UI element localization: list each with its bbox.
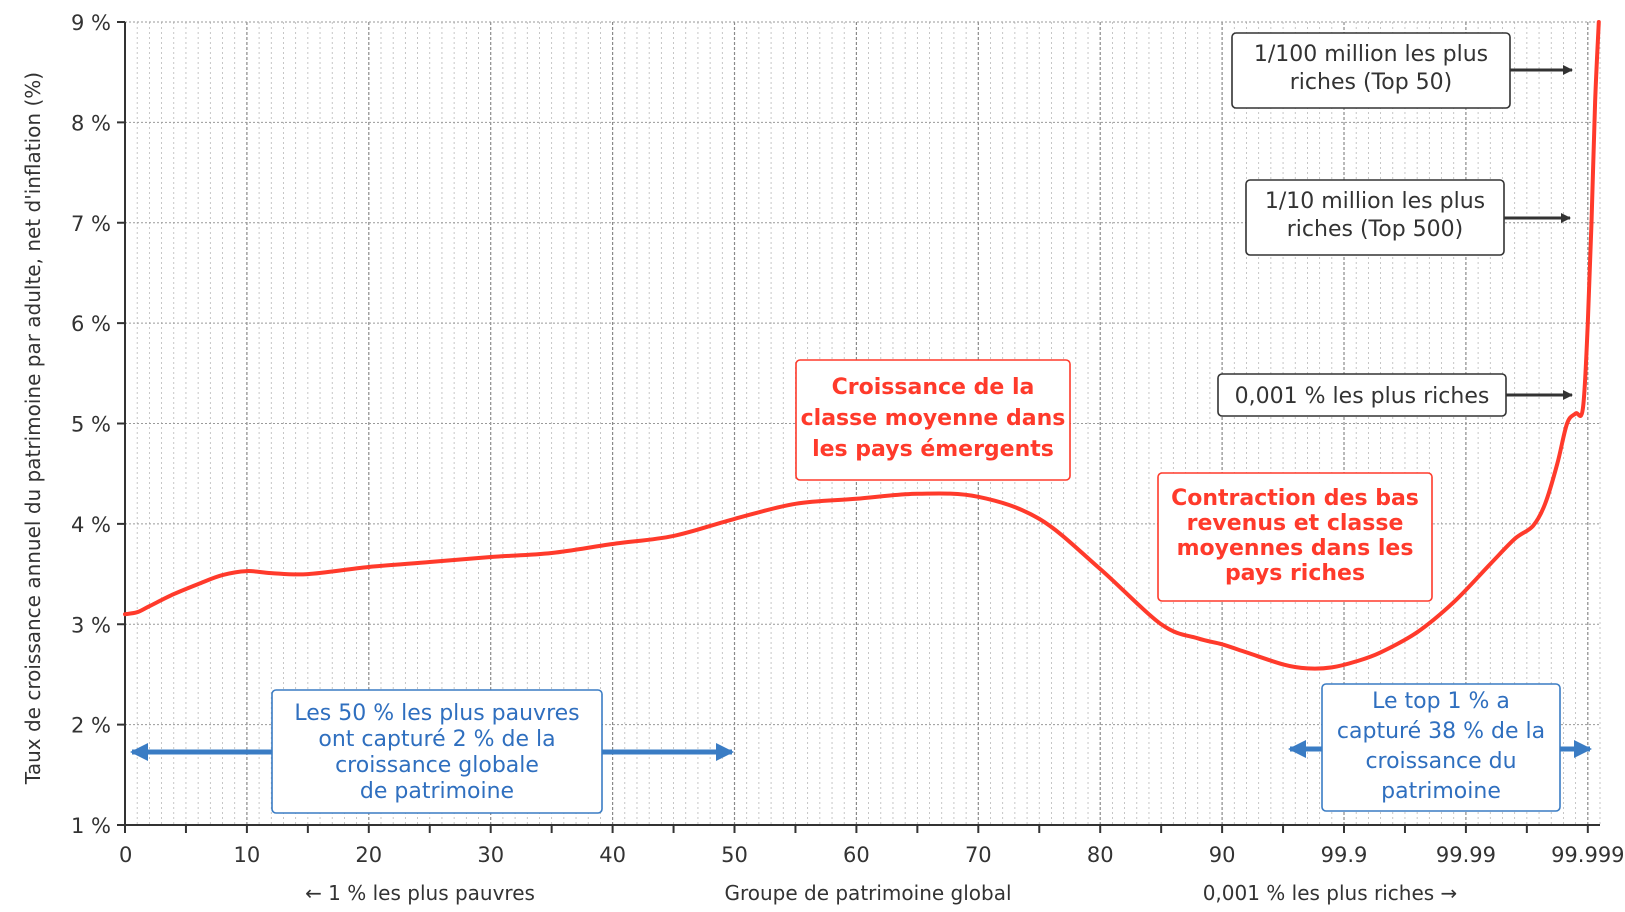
y-tick-label: 3 % [71, 613, 111, 637]
annotation-top001: 0,001 % les plus riches [1217, 373, 1573, 417]
annotation-contraction: Contraction des bas revenus et classe mo… [1157, 472, 1433, 602]
svg-text:Le top 1 % a: Le top 1 % a [1372, 689, 1510, 714]
svg-text:les pays émergents: les pays émergents [812, 437, 1054, 462]
svg-text:croissance globale: croissance globale [335, 753, 539, 778]
svg-text:riches (Top 500): riches (Top 500) [1287, 217, 1463, 242]
x-tick-label: 40 [599, 843, 626, 867]
x-tick-label: 10 [234, 843, 261, 867]
annotation-top500: 1/10 million les plus riches (Top 500) [1245, 179, 1571, 256]
svg-text:classe moyenne dans: classe moyenne dans [801, 406, 1066, 431]
x-tick-label: 99.9 [1321, 843, 1368, 867]
x-tick-label: 0 [119, 843, 132, 867]
svg-text:moyennes dans les: moyennes dans les [1177, 536, 1414, 561]
y-tick-label: 4 % [71, 513, 111, 537]
svg-text:Les 50 % les plus pauvres: Les 50 % les plus pauvres [294, 701, 579, 726]
y-tick-label: 1 % [71, 814, 111, 838]
svg-text:0,001 % les plus riches: 0,001 % les plus riches [1235, 384, 1490, 409]
annotation-poorest50: Les 50 % les plus pauvres ont capturé 2 … [130, 689, 734, 814]
y-axis-label: Taux de croissance annuel du patrimoine … [21, 72, 45, 785]
svg-text:croissance du: croissance du [1365, 749, 1516, 774]
svg-text:pays riches: pays riches [1225, 561, 1365, 586]
x-tick-label: 70 [965, 843, 992, 867]
x-axis-ticks: 0 10 20 30 40 50 60 70 80 90 99.9 99.99 99.999 [119, 825, 1625, 867]
x-tick-label: 50 [721, 843, 748, 867]
x-tick-label: 20 [355, 843, 382, 867]
series-line-growth [123, 20, 1601, 671]
svg-text:patrimoine: patrimoine [1381, 779, 1501, 804]
y-tick-label: 7 % [71, 212, 111, 236]
svg-text:ont capturé 2 % de la: ont capturé 2 % de la [318, 727, 555, 752]
svg-text:Croissance de la: Croissance de la [832, 375, 1035, 400]
annotation-top1: Le top 1 % a capturé 38 % de la croissan… [1288, 683, 1592, 812]
svg-text:1/100 million les plus: 1/100 million les plus [1254, 42, 1488, 67]
svg-text:revenus et classe: revenus et classe [1187, 511, 1404, 536]
x-tick-label: 99.999 [1551, 843, 1624, 867]
svg-text:Contraction des bas: Contraction des bas [1171, 486, 1419, 511]
x-tick-label: 90 [1209, 843, 1236, 867]
y-tick-label: 5 % [71, 413, 111, 437]
x-tick-label: 99.99 [1436, 843, 1496, 867]
y-tick-label: 6 % [71, 312, 111, 336]
x-axis-label-right: 0,001 % les plus riches → [1203, 881, 1458, 905]
svg-text:riches (Top 50): riches (Top 50) [1290, 70, 1452, 95]
y-tick-label: 9 % [71, 11, 111, 35]
annotation-emergents: Croissance de la classe moyenne dans les… [795, 359, 1071, 481]
svg-text:1/10 million les plus: 1/10 million les plus [1265, 189, 1485, 214]
y-axis-ticks: 1 % 2 % 3 % 4 % 5 % 6 % 7 % 8 % 9 % [71, 11, 125, 838]
svg-text:capturé 38 % de la: capturé 38 % de la [1337, 719, 1545, 744]
x-tick-label: 80 [1087, 843, 1114, 867]
y-tick-label: 8 % [71, 111, 111, 135]
x-axis-label: Groupe de patrimoine global [724, 881, 1011, 905]
svg-text:de patrimoine: de patrimoine [360, 779, 514, 804]
annotation-top50: 1/100 million les plus riches (Top 50) [1231, 32, 1573, 109]
x-tick-label: 30 [477, 843, 504, 867]
x-tick-label: 60 [843, 843, 870, 867]
x-axis-label-left: ← 1 % les plus pauvres [305, 881, 535, 905]
y-tick-label: 2 % [71, 714, 111, 738]
